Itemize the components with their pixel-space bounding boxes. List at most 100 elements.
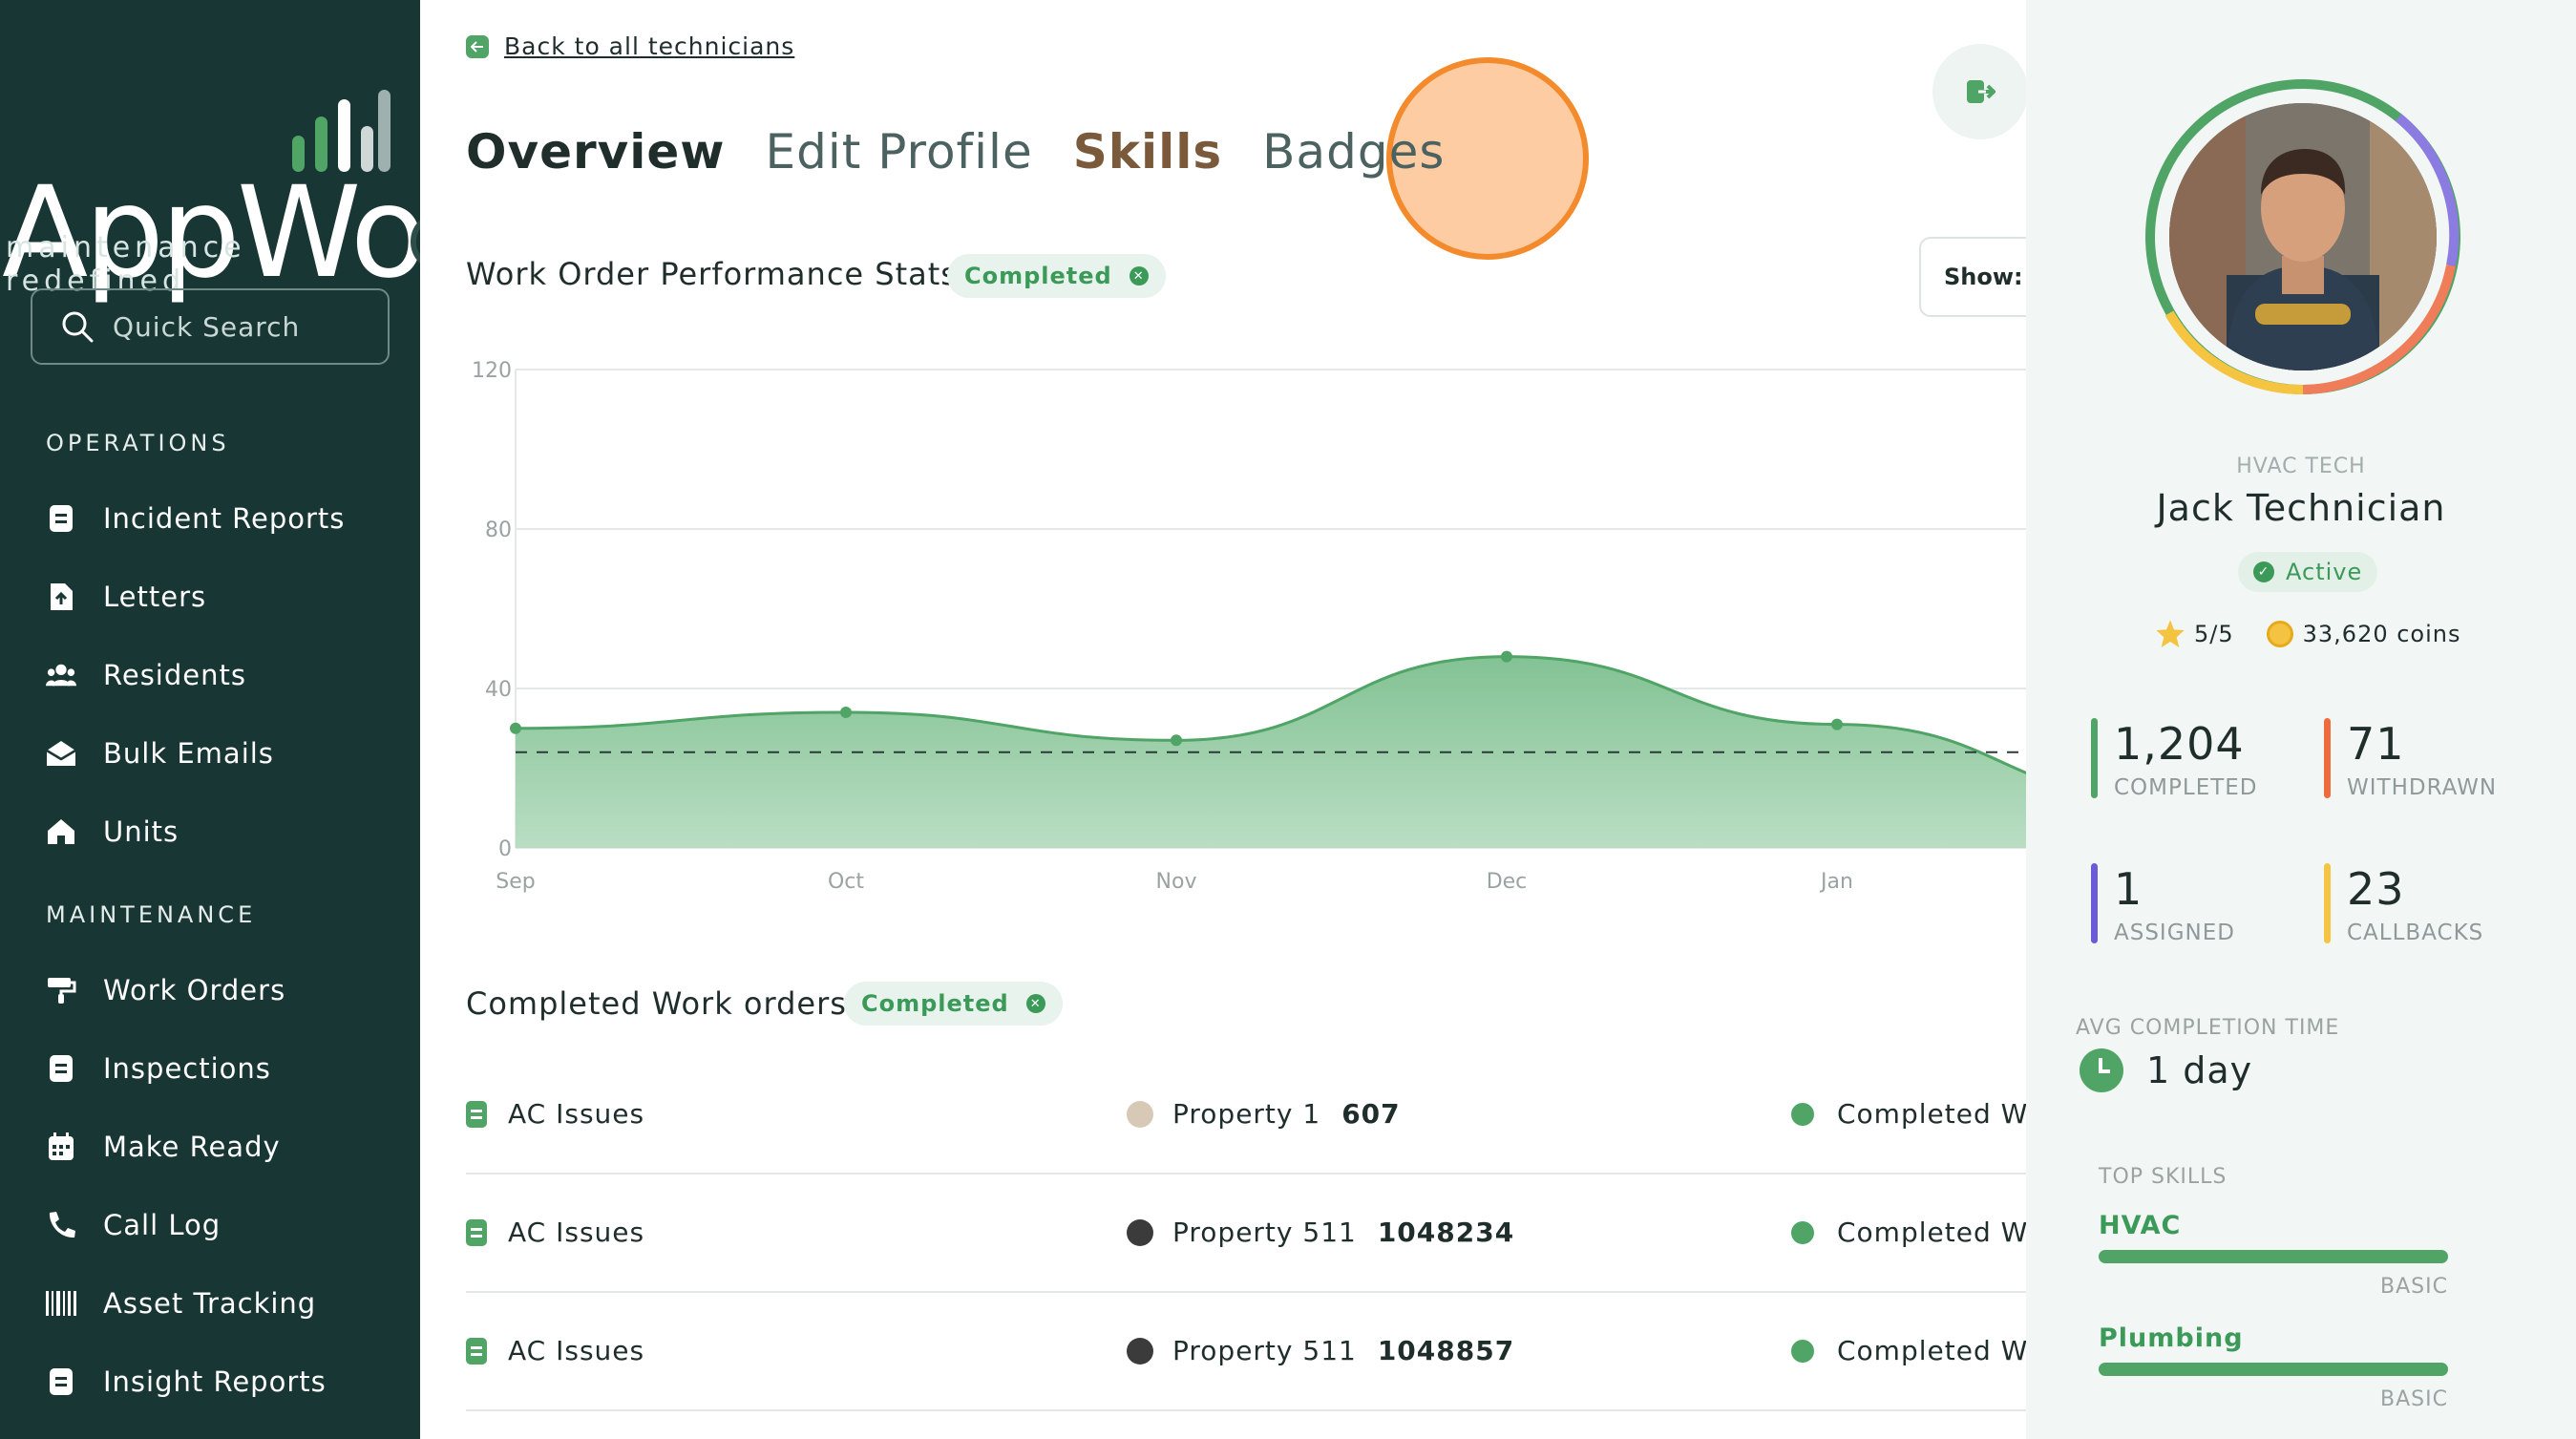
order-unit: 1048857: [1377, 1335, 1515, 1366]
data-point: [510, 722, 521, 734]
data-point: [1501, 650, 1512, 663]
quick-search[interactable]: Quick Search: [31, 288, 390, 365]
work-order-icon: [466, 1337, 487, 1365]
logout-button[interactable]: [1932, 44, 2026, 139]
nav-bulk-emails[interactable]: Bulk Emails: [46, 730, 274, 777]
app-logo[interactable]: AppWork maintenance redefined: [0, 57, 544, 298]
nav-inspections[interactable]: Inspections: [46, 1045, 271, 1092]
stat-value: 1: [2114, 863, 2143, 915]
profile-tabs: Overview Edit Profile Skills Badges: [466, 118, 1485, 185]
stat-value: 71: [2347, 718, 2405, 770]
nav-label: Residents: [103, 659, 246, 691]
clock-icon: [1791, 1220, 1814, 1244]
profile-role: HVAC TECH: [2236, 455, 2366, 478]
nav-label: Asset Tracking: [103, 1287, 317, 1320]
paint-roller-icon: [46, 975, 76, 1005]
orders-filter-label: Completed: [861, 990, 1009, 1017]
main-content: Back to all technicians Overview Edit Pr…: [420, 0, 2026, 1439]
clock-icon: [1791, 1102, 1814, 1126]
tab-badges[interactable]: Badges: [1262, 124, 1446, 180]
star-icon: [2156, 620, 2185, 647]
stat-callbacks: 23 CALLBACKS: [2324, 863, 2515, 949]
property-logo-icon: [1127, 1100, 1153, 1128]
profile-name: Jack Technician: [2156, 487, 2446, 529]
nav-residents[interactable]: Residents: [46, 651, 246, 699]
order-property: Property 511: [1172, 1217, 1357, 1248]
table-row[interactable]: AC Issues Property 1 607 Completed Wi: [466, 1056, 2026, 1174]
table-row[interactable]: AC Issues Property 511 1048234 Completed …: [466, 1174, 2026, 1293]
top-skills-title: TOP SKILLS: [2099, 1165, 2228, 1189]
skill-progress-bar: [2099, 1363, 2448, 1376]
report-icon: [46, 1366, 76, 1397]
order-status: Completed Wi: [1837, 1335, 2026, 1366]
quick-search-label: Quick Search: [113, 310, 301, 343]
nav-letters[interactable]: Letters: [46, 573, 206, 621]
profile-panel: HVAC TECH Jack Technician ✓ Active 5/5 3…: [2026, 0, 2576, 1439]
section-title-operations: OPERATIONS: [46, 430, 230, 456]
remove-filter-icon[interactable]: ✕: [1025, 994, 1045, 1013]
orders-filter-pill[interactable]: Completed ✕: [844, 982, 1063, 1026]
order-unit: 607: [1341, 1098, 1401, 1130]
avg-completion-title: AVG COMPLETION TIME: [2076, 1016, 2340, 1040]
tab-overview[interactable]: Overview: [466, 124, 726, 180]
skill-hvac: HVAC BASIC: [2099, 1211, 2452, 1299]
stat-label: ASSIGNED: [2114, 921, 2235, 945]
tab-skills[interactable]: Skills: [1072, 124, 1223, 180]
barcode-icon: [46, 1288, 76, 1319]
order-property: Property 511: [1172, 1335, 1357, 1366]
skill-level: BASIC: [2380, 1275, 2448, 1299]
nav-insight-reports[interactable]: Insight Reports: [46, 1358, 327, 1406]
order-status: Completed Wi: [1837, 1217, 2026, 1248]
work-order-icon: [466, 1218, 487, 1246]
show-select[interactable]: Show:: [1919, 237, 2026, 317]
nav-label: Inspections: [103, 1052, 271, 1085]
stat-value: 1,204: [2114, 718, 2245, 770]
stats-filter-pill[interactable]: Completed ✕: [947, 254, 1166, 298]
nav-label: Bulk Emails: [103, 737, 274, 770]
sidebar: AppWork maintenance redefined Quick Sear…: [0, 0, 544, 1439]
stat-assigned: 1 ASSIGNED: [2091, 863, 2282, 949]
back-link[interactable]: Back to all technicians: [466, 32, 794, 60]
people-icon: [46, 660, 76, 690]
x-tick-label: Jan: [1819, 870, 1853, 894]
back-link-label: Back to all technicians: [504, 32, 795, 60]
order-property: Property 1: [1172, 1098, 1321, 1130]
nav-call-log[interactable]: Call Log: [46, 1201, 221, 1249]
logout-icon: [1967, 80, 1995, 103]
rating-row: 5/5 33,620 coins: [2154, 619, 2461, 649]
avatar[interactable]: [2169, 103, 2437, 370]
nav-make-ready[interactable]: Make Ready: [46, 1123, 281, 1171]
nav-asset-tracking[interactable]: Asset Tracking: [46, 1280, 316, 1327]
nav-work-orders[interactable]: Work Orders: [46, 966, 285, 1014]
skill-plumbing: Plumbing BASIC: [2099, 1323, 2452, 1411]
y-tick-label: 40: [485, 678, 512, 702]
coins-value: 33,620 coins: [2302, 621, 2461, 647]
phone-icon: [46, 1210, 76, 1240]
nav-incident-reports[interactable]: Incident Reports: [46, 495, 345, 542]
show-label: Show:: [1944, 264, 2023, 290]
order-type: AC Issues: [508, 1217, 645, 1248]
table-row[interactable]: AC Issues Property 511 1048857 Completed …: [466, 1293, 2026, 1411]
search-icon: [62, 311, 94, 343]
nav-label: Call Log: [103, 1209, 222, 1241]
status-label: Active: [2286, 559, 2363, 585]
x-tick-label: Oct: [828, 870, 864, 894]
skill-progress-bar: [2099, 1250, 2448, 1263]
check-badge-icon: ✓: [2253, 561, 2274, 582]
coin-icon: [2266, 621, 2293, 647]
skill-name: HVAC: [2099, 1211, 2182, 1240]
stat-value: 23: [2347, 863, 2405, 915]
nav-units[interactable]: Units: [46, 808, 179, 856]
stats-filter-label: Completed: [964, 263, 1112, 289]
remove-filter-icon[interactable]: ✕: [1129, 266, 1149, 286]
orders-title: Completed Work orders: [466, 985, 847, 1022]
click-highlight: [1386, 57, 1589, 260]
stat-completed: 1,204 COMPLETED: [2091, 718, 2282, 804]
property-logo-icon: [1127, 1218, 1153, 1246]
data-point: [1171, 734, 1182, 747]
y-tick-label: 0: [498, 837, 512, 861]
avg-completion: 1 day: [2080, 1048, 2252, 1092]
data-point: [840, 707, 852, 719]
tab-edit-profile[interactable]: Edit Profile: [765, 124, 1033, 180]
performance-chart: 0 40 80 120 Sep Oct Nov Dec Jan: [472, 359, 2026, 894]
